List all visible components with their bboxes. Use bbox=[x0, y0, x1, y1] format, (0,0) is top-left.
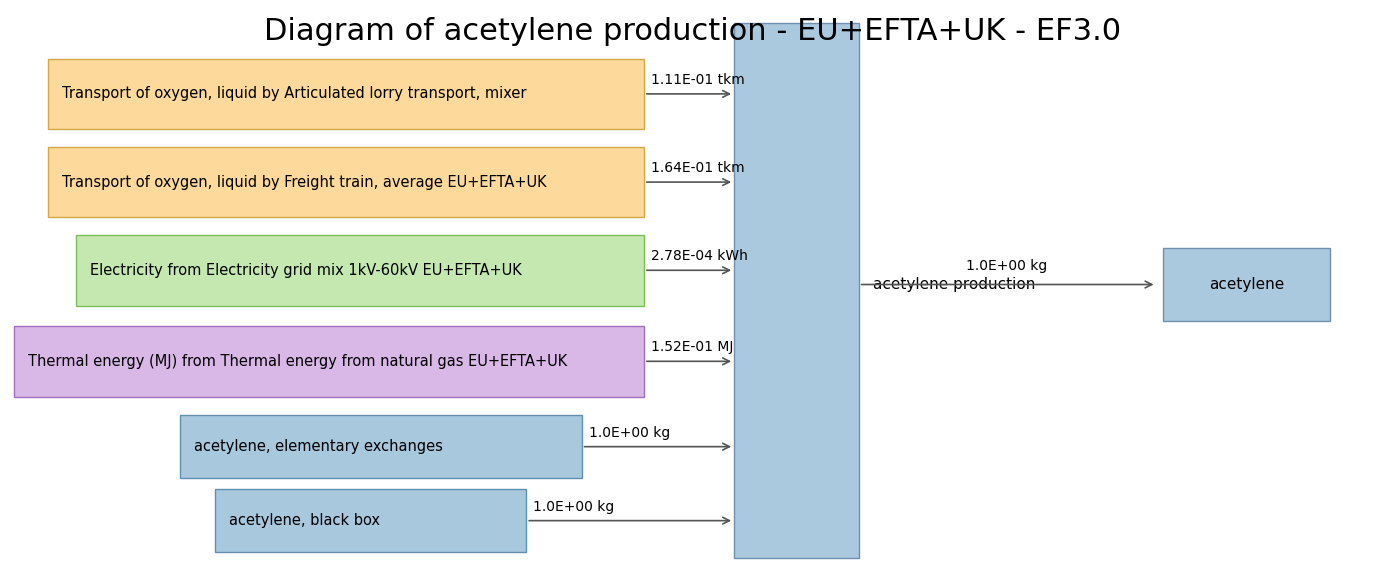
FancyBboxPatch shape bbox=[76, 235, 644, 306]
Text: 1.0E+00 kg: 1.0E+00 kg bbox=[967, 259, 1047, 273]
Text: Transport of oxygen, liquid by Articulated lorry transport, mixer: Transport of oxygen, liquid by Articulat… bbox=[62, 86, 526, 101]
Text: 1.0E+00 kg: 1.0E+00 kg bbox=[533, 500, 615, 514]
Text: 1.11E-01 tkm: 1.11E-01 tkm bbox=[651, 73, 745, 87]
FancyBboxPatch shape bbox=[180, 415, 582, 478]
Text: Transport of oxygen, liquid by Freight train, average EU+EFTA+UK: Transport of oxygen, liquid by Freight t… bbox=[62, 175, 547, 189]
Text: Diagram of acetylene production - EU+EFTA+UK - EF3.0: Diagram of acetylene production - EU+EFT… bbox=[265, 17, 1120, 46]
FancyBboxPatch shape bbox=[48, 147, 644, 217]
Text: 1.64E-01 tkm: 1.64E-01 tkm bbox=[651, 161, 745, 175]
Text: acetylene production: acetylene production bbox=[873, 277, 1035, 292]
Text: 2.78E-04 kWh: 2.78E-04 kWh bbox=[651, 249, 748, 263]
FancyBboxPatch shape bbox=[734, 23, 859, 558]
Text: 1.0E+00 kg: 1.0E+00 kg bbox=[589, 426, 670, 440]
Text: Thermal energy (MJ) from Thermal energy from natural gas EU+EFTA+UK: Thermal energy (MJ) from Thermal energy … bbox=[28, 354, 566, 369]
FancyBboxPatch shape bbox=[14, 326, 644, 397]
Text: 1.52E-01 MJ: 1.52E-01 MJ bbox=[651, 340, 733, 354]
FancyBboxPatch shape bbox=[215, 489, 526, 552]
Text: acetylene, black box: acetylene, black box bbox=[229, 513, 379, 528]
FancyBboxPatch shape bbox=[1163, 248, 1330, 321]
FancyBboxPatch shape bbox=[48, 59, 644, 129]
Text: Electricity from Electricity grid mix 1kV-60kV EU+EFTA+UK: Electricity from Electricity grid mix 1k… bbox=[90, 263, 522, 278]
Text: acetylene, elementary exchanges: acetylene, elementary exchanges bbox=[194, 439, 443, 454]
Text: acetylene: acetylene bbox=[1209, 277, 1284, 292]
